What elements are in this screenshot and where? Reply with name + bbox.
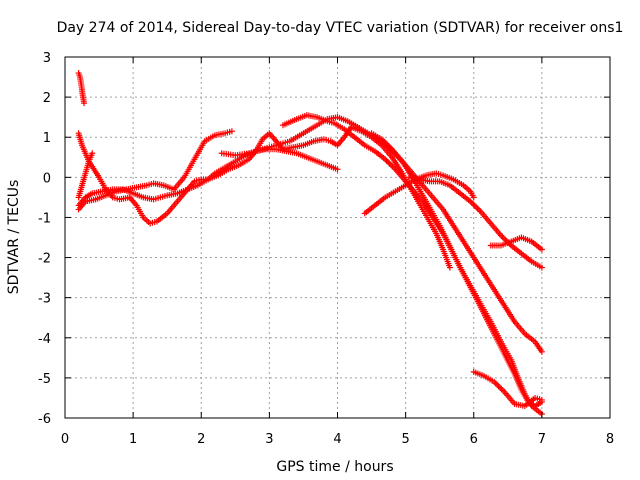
data-point-marker: [538, 396, 545, 403]
data-point-marker: [495, 383, 502, 390]
x-tick-label: 0: [61, 432, 69, 447]
y-axis-title: SDTVAR / TECUs: [6, 180, 22, 295]
data-point-marker: [499, 387, 506, 394]
grid-lines: [65, 57, 610, 418]
y-tick-label: 2: [43, 91, 51, 106]
data-point-marker: [498, 386, 505, 393]
data-point-marker: [538, 348, 545, 355]
series-track-1: [75, 70, 88, 107]
data-point-marker: [385, 159, 392, 166]
x-tick-label: 5: [401, 432, 409, 447]
x-tick-label: 3: [265, 432, 273, 447]
data-point-marker: [476, 206, 483, 213]
y-tick-label: -4: [38, 332, 51, 347]
x-axis-ticks: 0 1 2 3 4 5 6 7 8: [61, 57, 614, 447]
data-point-marker: [228, 128, 235, 135]
data-point-marker: [471, 202, 478, 209]
y-tick-label: -6: [38, 412, 51, 427]
series-track-11: [487, 234, 545, 253]
y-axis-ticks: -6 -5 -4 -3 -2 -1 0 1 2 3: [38, 51, 610, 427]
y-tick-label: 0: [43, 171, 51, 186]
chart-title: Day 274 of 2014, Sidereal Day-to-day VTE…: [57, 20, 624, 36]
data-point-marker: [500, 235, 507, 242]
data-point-marker: [89, 150, 96, 157]
y-tick-label: -5: [38, 372, 51, 387]
data-point-marker: [81, 100, 88, 107]
series-track-10: [406, 174, 545, 271]
y-tick-label: -3: [38, 292, 51, 307]
x-tick-label: 7: [538, 432, 546, 447]
y-tick-label: 3: [43, 51, 51, 66]
series-track-7: [280, 112, 545, 409]
y-tick-label: 1: [43, 131, 51, 146]
x-tick-label: 1: [129, 432, 137, 447]
x-tick-label: 2: [197, 432, 205, 447]
data-point-marker: [474, 205, 481, 212]
x-axis-title: GPS time / hours: [276, 459, 393, 475]
data-point-marker: [470, 194, 477, 201]
x-tick-label: 8: [606, 432, 614, 447]
data-point-marker: [497, 384, 504, 391]
series-track-5: [75, 150, 96, 201]
x-tick-label: 6: [470, 432, 478, 447]
data-points: [75, 70, 545, 417]
data-point-marker: [383, 157, 390, 164]
data-point-marker: [538, 264, 545, 271]
data-point-marker: [499, 233, 506, 240]
data-point-marker: [468, 199, 475, 206]
series-track-8: [368, 130, 545, 355]
data-point-marker: [386, 160, 393, 167]
x-tick-label: 4: [333, 432, 341, 447]
y-tick-label: -2: [38, 252, 51, 267]
data-point-marker: [446, 264, 453, 271]
series-track-3: [75, 128, 235, 213]
data-point-marker: [334, 166, 341, 173]
data-point-marker: [470, 201, 477, 208]
data-point-marker: [494, 381, 501, 388]
y-tick-label: -1: [38, 211, 51, 226]
data-point-marker: [473, 204, 480, 211]
series-track-12: [470, 368, 545, 409]
data-point-marker: [538, 246, 545, 253]
